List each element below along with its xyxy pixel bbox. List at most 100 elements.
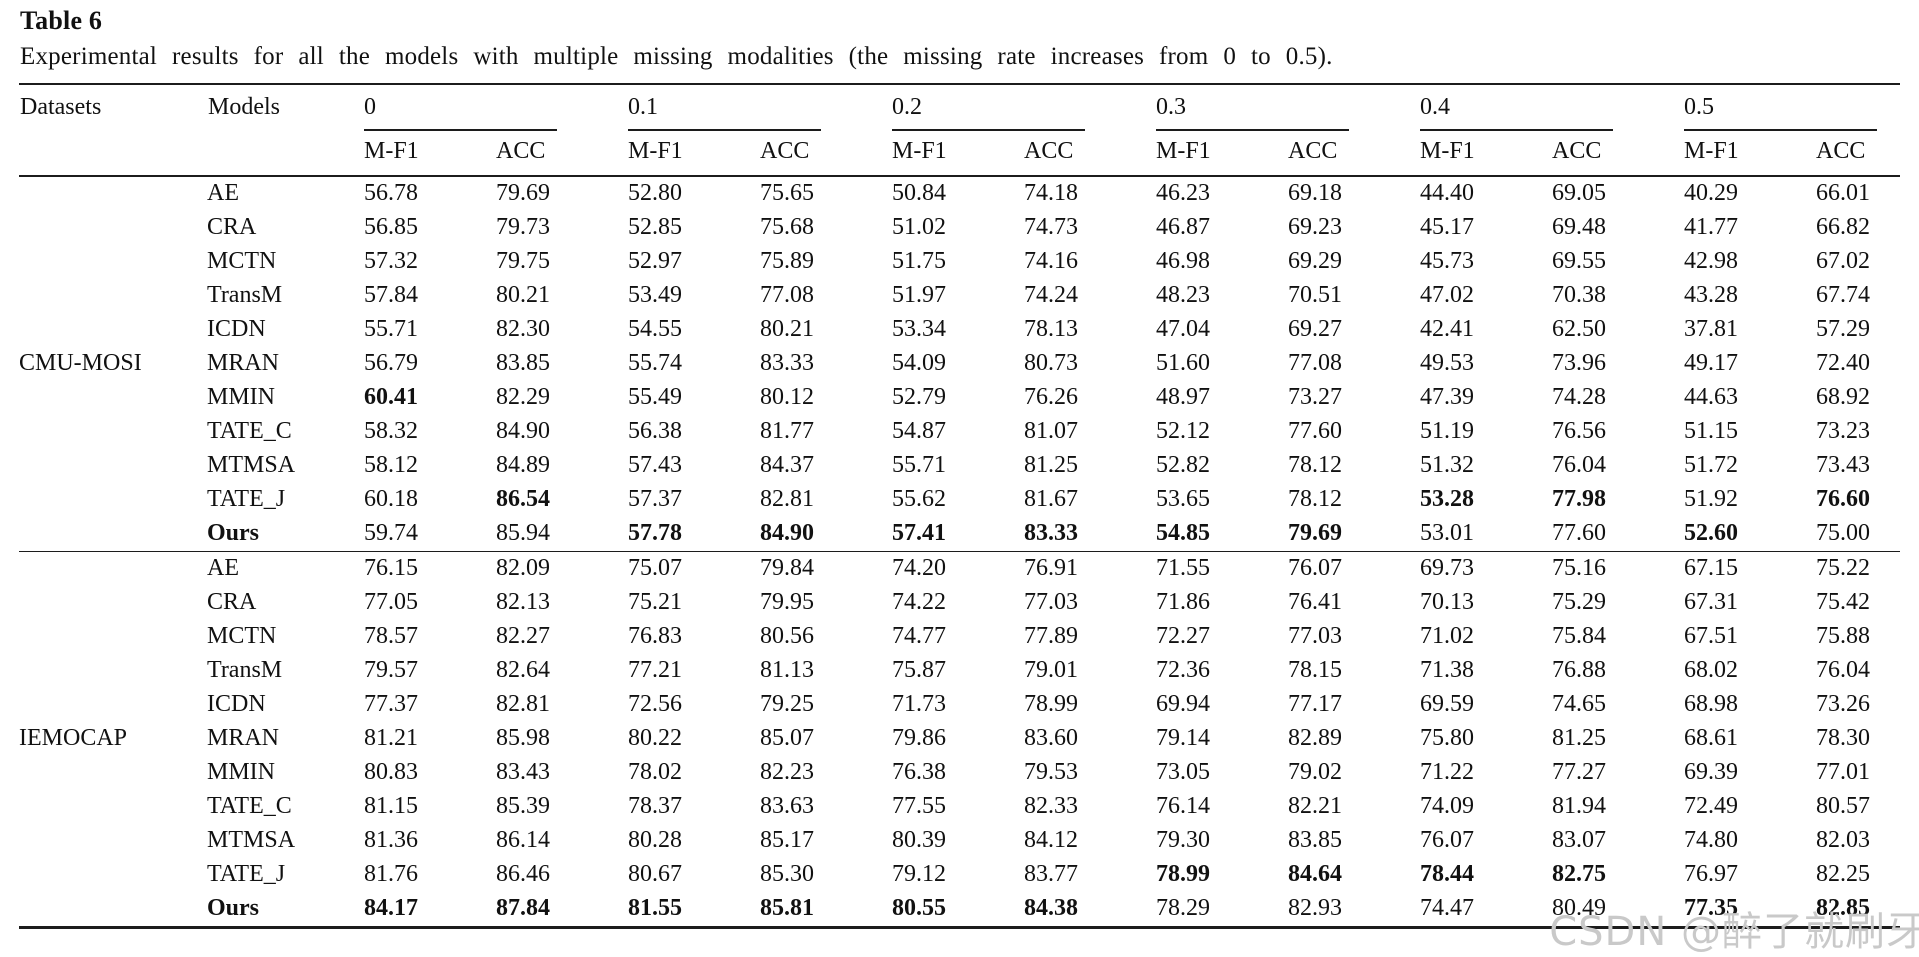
value-cell: 54.55 bbox=[628, 316, 682, 342]
value-cell: 82.85 bbox=[1816, 895, 1870, 921]
value-cell: 53.01 bbox=[1420, 520, 1474, 546]
value-cell: 57.29 bbox=[1816, 316, 1870, 342]
value-cell: 84.90 bbox=[496, 418, 550, 444]
value-cell: 68.02 bbox=[1684, 657, 1738, 683]
table-row: Ours 84.17 87.84 81.55 85.81 80.55 84.38 78.29 8… bbox=[19, 892, 1900, 928]
value-cell: 79.01 bbox=[1024, 657, 1078, 683]
value-cell: 83.43 bbox=[496, 759, 550, 785]
value-cell: 77.35 bbox=[1684, 895, 1738, 921]
value-cell: 80.55 bbox=[892, 895, 946, 921]
value-cell: 50.84 bbox=[892, 180, 946, 206]
table-row: MCTN 57.32 79.75 52.97 75.89 51.75 74.16 46.98 6… bbox=[19, 245, 1900, 279]
value-cell: 75.29 bbox=[1552, 589, 1606, 615]
value-cell: 82.33 bbox=[1024, 793, 1078, 819]
value-cell: 80.57 bbox=[1816, 793, 1870, 819]
value-cell: 82.27 bbox=[496, 623, 550, 649]
value-cell: 69.59 bbox=[1420, 691, 1474, 717]
value-cell: 69.73 bbox=[1420, 555, 1474, 581]
table-title: Table 6 bbox=[20, 6, 103, 35]
value-cell: 40.29 bbox=[1684, 180, 1738, 206]
value-cell: 72.40 bbox=[1816, 350, 1870, 376]
value-cell: 66.82 bbox=[1816, 214, 1870, 240]
value-cell: 74.65 bbox=[1552, 691, 1606, 717]
value-cell: 83.07 bbox=[1552, 827, 1606, 853]
value-cell: 72.27 bbox=[1156, 623, 1210, 649]
value-cell: 74.77 bbox=[892, 623, 946, 649]
value-cell: 52.79 bbox=[892, 384, 946, 410]
metric-label: ACC bbox=[496, 131, 628, 177]
value-cell: 75.65 bbox=[760, 180, 814, 206]
dataset-label: IEMOCAP bbox=[19, 725, 128, 751]
value-cell: 49.53 bbox=[1420, 350, 1474, 376]
value-cell: 83.60 bbox=[1024, 725, 1078, 751]
metric-label: M-F1 bbox=[1156, 131, 1288, 177]
model-label: TransM bbox=[207, 282, 283, 308]
value-cell: 77.03 bbox=[1288, 623, 1342, 649]
value-cell: 86.54 bbox=[496, 486, 550, 512]
model-label: CRA bbox=[207, 589, 257, 615]
value-cell: 81.67 bbox=[1024, 486, 1078, 512]
value-cell: 55.49 bbox=[628, 384, 682, 410]
value-cell: 79.84 bbox=[760, 555, 814, 581]
value-cell: 74.24 bbox=[1024, 282, 1078, 308]
value-cell: 42.98 bbox=[1684, 248, 1738, 274]
metric-label: ACC bbox=[1816, 131, 1900, 177]
model-label: AE bbox=[207, 555, 239, 581]
table-row: MRAN 56.79 83.85 55.74 83.33 54.09 80.73 51.60 7… bbox=[19, 347, 1900, 381]
value-cell: 85.98 bbox=[496, 725, 550, 751]
value-cell: 56.38 bbox=[628, 418, 682, 444]
value-cell: 76.88 bbox=[1552, 657, 1606, 683]
value-cell: 52.97 bbox=[628, 248, 682, 274]
value-cell: 51.32 bbox=[1420, 452, 1474, 478]
metric-label: ACC bbox=[760, 131, 892, 177]
value-cell: 69.55 bbox=[1552, 248, 1606, 274]
value-cell: 82.09 bbox=[496, 555, 550, 581]
value-cell: 55.71 bbox=[364, 316, 418, 342]
value-cell: 56.78 bbox=[364, 180, 418, 206]
value-cell: 75.07 bbox=[628, 555, 682, 581]
value-cell: 48.23 bbox=[1156, 282, 1210, 308]
value-cell: 82.64 bbox=[496, 657, 550, 683]
value-cell: 51.60 bbox=[1156, 350, 1210, 376]
value-cell: 74.80 bbox=[1684, 827, 1738, 853]
rate-label: 0.1 bbox=[628, 94, 658, 120]
value-cell: 77.08 bbox=[1288, 350, 1342, 376]
table-row: MTMSA 81.36 86.14 80.28 85.17 80.39 84.12 79.30… bbox=[19, 824, 1900, 858]
value-cell: 71.86 bbox=[1156, 589, 1210, 615]
value-cell: 83.33 bbox=[760, 350, 814, 376]
value-cell: 75.00 bbox=[1816, 520, 1870, 546]
value-cell: 71.55 bbox=[1156, 555, 1210, 581]
value-cell: 70.51 bbox=[1288, 282, 1342, 308]
value-cell: 46.98 bbox=[1156, 248, 1210, 274]
model-label: Ours bbox=[207, 895, 260, 921]
value-cell: 77.03 bbox=[1024, 589, 1078, 615]
model-label: TATE_C bbox=[207, 793, 292, 819]
model-label: Ours bbox=[207, 520, 260, 546]
value-cell: 76.26 bbox=[1024, 384, 1078, 410]
table-header: Datasets Models 0 0.1 0.2 0.3 bbox=[19, 84, 1900, 177]
table-row: MCTN 78.57 82.27 76.83 80.56 74.77 77.89 72.27 7… bbox=[19, 620, 1900, 654]
value-cell: 79.25 bbox=[760, 691, 814, 717]
value-cell: 58.32 bbox=[364, 418, 418, 444]
dataset-label: CMU-MOSI bbox=[19, 350, 142, 376]
model-label: MTMSA bbox=[207, 452, 296, 478]
table-row: TransM 79.57 82.64 77.21 81.13 75.87 79.01 72.3… bbox=[19, 654, 1900, 688]
value-cell: 57.32 bbox=[364, 248, 418, 274]
metric-label: M-F1 bbox=[1684, 131, 1816, 177]
value-cell: 52.60 bbox=[1684, 520, 1738, 546]
table-row: MTMSA 58.12 84.89 57.43 84.37 55.71 81.25 52.82… bbox=[19, 449, 1900, 483]
value-cell: 57.43 bbox=[628, 452, 682, 478]
value-cell: 54.87 bbox=[892, 418, 946, 444]
value-cell: 52.80 bbox=[628, 180, 682, 206]
group-underline bbox=[364, 129, 557, 131]
value-cell: 37.81 bbox=[1684, 316, 1738, 342]
value-cell: 78.15 bbox=[1288, 657, 1342, 683]
value-cell: 80.67 bbox=[628, 861, 682, 887]
value-cell: 67.02 bbox=[1816, 248, 1870, 274]
value-cell: 78.99 bbox=[1024, 691, 1078, 717]
value-cell: 85.30 bbox=[760, 861, 814, 887]
value-cell: 67.31 bbox=[1684, 589, 1738, 615]
value-cell: 80.83 bbox=[364, 759, 418, 785]
value-cell: 79.14 bbox=[1156, 725, 1210, 751]
